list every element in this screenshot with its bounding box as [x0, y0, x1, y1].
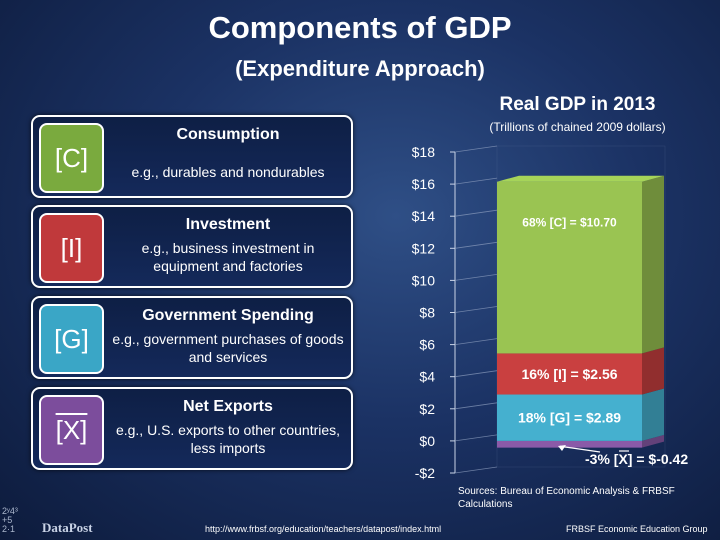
footer-url: http://www.frbsf.org/education/teachers/…: [205, 524, 442, 534]
gridline: [454, 145, 498, 153]
data-label-net-exports: -3% [X] = $-0.42: [585, 451, 688, 467]
component-desc: e.g., government purchases of goods and …: [112, 331, 344, 365]
page-subtitle: (Expenditure Approach): [235, 56, 485, 81]
component-letter: [G]: [54, 323, 89, 354]
footer-org: FRBSF Economic Education Group: [566, 524, 708, 534]
component-letter: [C]: [54, 142, 89, 173]
datapost-logo-icon: 2ʸ4³ +5 2·1: [2, 506, 18, 534]
bar-segment-side: [642, 175, 664, 354]
bar-segment: [497, 353, 642, 395]
y-tick-label: $12: [412, 240, 436, 256]
y-tick-label: $14: [412, 208, 436, 224]
gridline: [454, 241, 498, 249]
gridline: [454, 402, 498, 410]
bar-segment: [497, 181, 642, 354]
component-desc: e.g., durables and nondurables: [131, 164, 325, 180]
data-label-investment: 16% [I] = $2.56: [521, 366, 617, 382]
data-label-arrowhead: [558, 445, 566, 451]
component-badge-investment: [I]: [39, 213, 104, 283]
y-tick-label: $4: [419, 369, 435, 385]
component-card-government: [G] Government Spending e.g., government…: [31, 296, 353, 379]
y-tick-label: $2: [419, 401, 435, 417]
gridline: [454, 338, 498, 345]
data-label-arrow: [559, 445, 601, 453]
component-title: Net Exports: [183, 398, 273, 415]
gridline: [454, 434, 498, 442]
gridline: [454, 306, 498, 313]
y-tick-label: -$2: [415, 465, 435, 481]
gridline: [454, 466, 498, 474]
gridline: [454, 209, 498, 217]
y-tick-label: $6: [419, 337, 435, 353]
y-tick-label: $10: [412, 272, 436, 288]
bar-segment: [497, 394, 642, 441]
gridline: [454, 370, 498, 378]
component-letter: [I]: [60, 232, 83, 263]
component-desc: e.g., U.S. exports to other countries, l…: [115, 422, 341, 456]
chart-title: Real GDP in 2013: [499, 94, 656, 115]
component-card-consumption: [C] Consumption e.g., durables and nondu…: [31, 115, 353, 198]
y-tick-label: $18: [412, 144, 436, 160]
bar-segment-side: [642, 388, 664, 441]
component-title: Investment: [185, 216, 271, 233]
component-badge-net-exports: [X]: [39, 395, 104, 465]
datapost-logo-text: DataPost: [42, 520, 93, 535]
y-tick-label: $8: [419, 305, 435, 321]
component-badge-consumption: [C]: [39, 123, 104, 193]
gridline: [454, 274, 498, 281]
bar-top-face: [497, 175, 664, 182]
component-title: Government Spending: [142, 307, 314, 324]
data-label-consumption: 68% [C] = $10.70: [522, 216, 617, 230]
component-letter: [X]: [55, 414, 88, 445]
sources-note: Sources: Bureau of Economic Analysis & F…: [458, 486, 675, 510]
data-label-government: 18% [G] = $2.89: [518, 410, 621, 426]
component-desc: e.g., business investment in equipment a…: [141, 240, 315, 274]
bar-segment: [497, 440, 642, 448]
component-card-net-exports: [X] Net Exports e.g., U.S. exports to ot…: [31, 387, 353, 470]
y-tick-label: $16: [412, 176, 436, 192]
bar-segment-side: [642, 434, 664, 448]
component-card-investment: [I] Investment e.g., business investment…: [31, 205, 353, 288]
page-title: Components of GDP: [208, 10, 512, 45]
gridline: [454, 177, 498, 185]
bar-segment-side: [642, 347, 664, 395]
component-badge-government: [G]: [39, 304, 104, 374]
y-tick-label: $0: [419, 433, 435, 449]
component-title: Consumption: [176, 126, 280, 143]
chart-subtitle: (Trillions of chained 2009 dollars): [489, 120, 666, 134]
